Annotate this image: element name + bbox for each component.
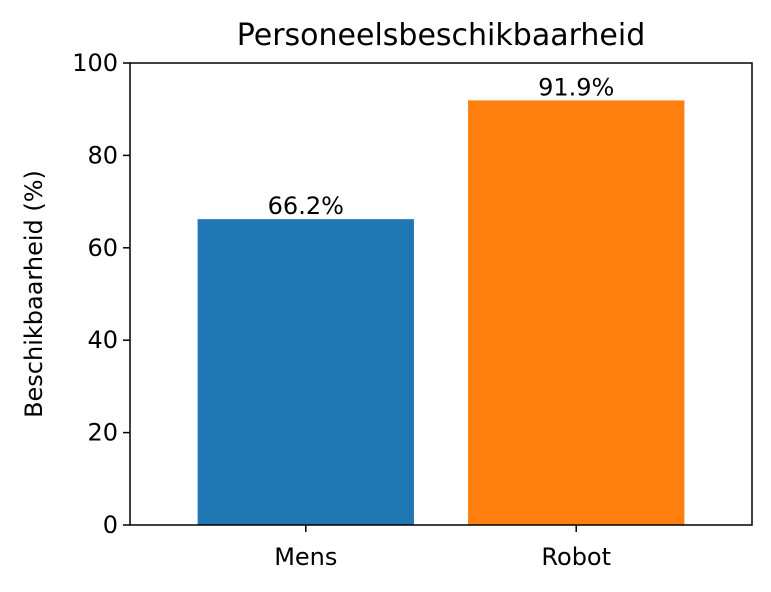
plot-frame xyxy=(129,62,753,526)
bar-robot xyxy=(468,100,685,525)
y-tick-label: 40 xyxy=(87,326,118,354)
data-labels-group: 66.2% 91.9% xyxy=(268,73,615,220)
y-axis: 0 20 40 60 80 100 xyxy=(72,49,130,539)
bar-mens xyxy=(197,219,414,525)
x-tick-label-mens: Mens xyxy=(274,543,337,571)
y-tick-label: 20 xyxy=(87,419,118,447)
y-tick-label: 80 xyxy=(87,141,118,169)
x-tick-label-robot: Robot xyxy=(541,543,611,571)
y-tick-label: 100 xyxy=(72,49,118,77)
data-label-robot: 91.9% xyxy=(538,73,614,101)
y-axis-label: Beschikbaarheid (%) xyxy=(20,170,48,418)
chart-title: Personeelsbeschikbaarheid xyxy=(237,18,646,53)
bars-group xyxy=(197,100,685,525)
y-tick-label: 60 xyxy=(87,234,118,262)
data-label-mens: 66.2% xyxy=(268,192,344,220)
y-tick-label: 0 xyxy=(103,511,118,539)
x-axis: Mens Robot xyxy=(274,525,611,571)
